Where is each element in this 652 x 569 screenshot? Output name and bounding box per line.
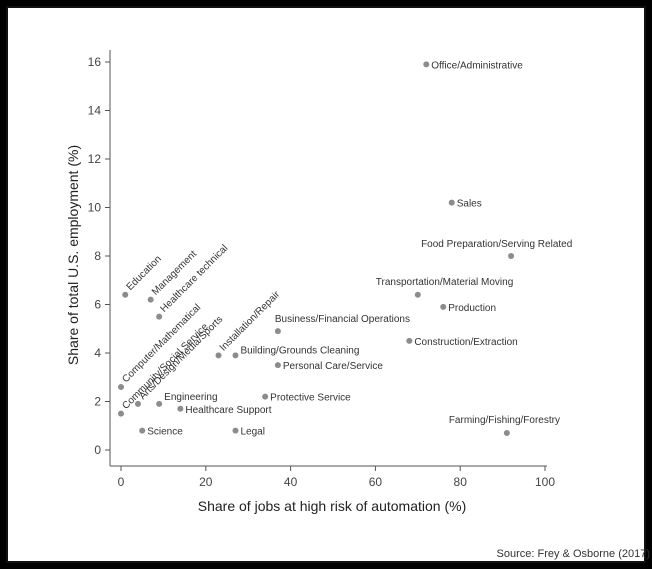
x-tick-label: 100 bbox=[535, 475, 555, 489]
data-point-label: Protective Service bbox=[270, 393, 351, 404]
data-point-label: Legal bbox=[240, 427, 264, 438]
y-tick-label: 10 bbox=[88, 201, 102, 215]
axes bbox=[105, 50, 547, 471]
data-point bbox=[406, 337, 413, 344]
chart-frame bbox=[6, 6, 646, 563]
data-point-label: Transportation/Material Moving bbox=[376, 277, 513, 288]
data-point bbox=[139, 427, 146, 434]
data-point bbox=[147, 296, 154, 303]
data-point-label: Engineering bbox=[164, 392, 217, 403]
data-point bbox=[440, 303, 447, 310]
data-point bbox=[503, 430, 510, 437]
data-point-label: Healthcare Support bbox=[185, 405, 271, 416]
data-point bbox=[118, 410, 124, 417]
data-point bbox=[134, 400, 141, 407]
data-point-label: Sales bbox=[457, 199, 482, 210]
data-point bbox=[215, 352, 222, 359]
y-tick-label: 6 bbox=[94, 298, 101, 312]
y-tick-label: 2 bbox=[94, 395, 101, 409]
data-point-label: Business/Financial Operations bbox=[275, 314, 410, 325]
data-point bbox=[448, 199, 455, 206]
data-point bbox=[274, 362, 281, 369]
y-tick-label: 16 bbox=[88, 55, 102, 69]
x-tick-label: 80 bbox=[454, 475, 468, 489]
data-point-label: Food Preparation/Serving Related bbox=[421, 239, 572, 250]
tick-labels: 0 20 40 60 80 100 0 2 4 6 8 10 12 14 16 bbox=[88, 55, 556, 489]
data-point-label: Science bbox=[147, 427, 183, 438]
data-point bbox=[156, 400, 163, 407]
x-tick-label: 60 bbox=[369, 475, 383, 489]
x-tick-label: 40 bbox=[284, 475, 298, 489]
data-point-label: Installation/Repair bbox=[218, 289, 283, 354]
data-point-label: Office/Administrative bbox=[431, 60, 523, 71]
x-tick-label: 0 bbox=[118, 475, 125, 489]
data-point bbox=[423, 61, 430, 68]
data-point bbox=[122, 291, 129, 298]
data-points: Office/Administrative Sales Food Preparati… bbox=[118, 60, 572, 438]
data-point-label: Farming/Fishing/Forestry bbox=[449, 415, 560, 426]
y-tick-label: 4 bbox=[94, 346, 101, 360]
y-axis-title: Share of total U.S. employment (%) bbox=[65, 145, 81, 365]
y-tick-label: 0 bbox=[94, 443, 101, 457]
data-point-label: Personal Care/Service bbox=[283, 361, 383, 372]
x-tick-label: 20 bbox=[199, 475, 213, 489]
y-tick-label: 14 bbox=[88, 104, 102, 118]
data-point bbox=[414, 291, 421, 298]
data-point bbox=[262, 393, 269, 400]
data-point bbox=[118, 383, 124, 390]
y-tick-label: 8 bbox=[94, 249, 101, 263]
x-axis-title: Share of jobs at high risk of automation… bbox=[198, 498, 466, 514]
data-point bbox=[177, 405, 184, 412]
data-point-label: Construction/Extraction bbox=[414, 337, 517, 348]
data-point bbox=[232, 352, 239, 359]
data-point bbox=[274, 328, 281, 335]
data-point-label: Building/Grounds Cleaning bbox=[240, 345, 359, 356]
data-point bbox=[508, 253, 515, 259]
data-point-label: Production bbox=[448, 303, 496, 314]
data-point bbox=[156, 313, 163, 320]
data-point bbox=[232, 427, 239, 434]
source-note: Source: Frey & Osborne (2017) bbox=[497, 548, 650, 560]
y-tick-label: 12 bbox=[88, 152, 102, 166]
